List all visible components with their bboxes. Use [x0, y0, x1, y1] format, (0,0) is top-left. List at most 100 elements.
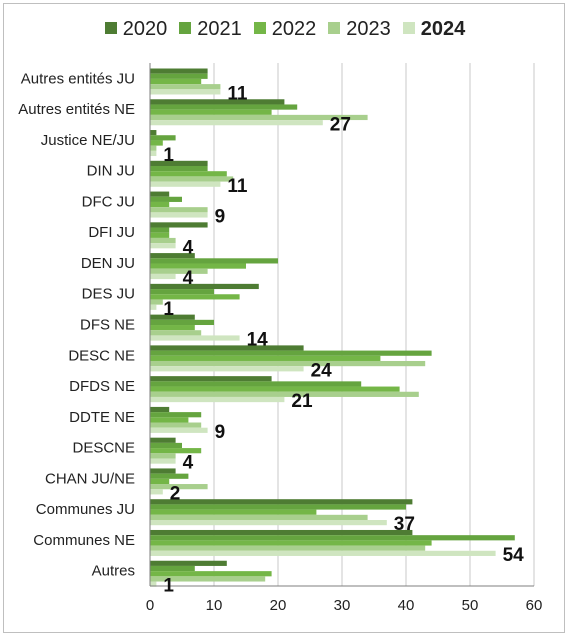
data-label-2024: 1	[163, 145, 174, 166]
legend-item-2022: 2022	[253, 18, 317, 41]
bar-2021-5	[150, 227, 170, 233]
bar-2022-15	[150, 540, 432, 546]
y-category-label: DFDS NE	[69, 378, 135, 395]
legend-swatch-2023	[328, 22, 341, 34]
bar-2022-11	[150, 417, 189, 423]
bar-2024-2	[150, 150, 157, 157]
bar-2024-0	[150, 89, 221, 95]
bar-2020-7	[150, 283, 259, 290]
bar-2024-9	[150, 366, 304, 372]
bar-2020-15	[150, 529, 413, 536]
bar-2020-2	[150, 130, 157, 136]
bar-2024-11	[150, 427, 208, 433]
legend-label-2024: 2024	[420, 18, 466, 40]
data-label-2024: 11	[227, 176, 248, 197]
bar-2020-11	[150, 406, 170, 413]
bar-2020-8	[150, 314, 195, 320]
bar-2024-12	[150, 458, 176, 464]
bar-2023-7	[150, 299, 163, 305]
data-label-2024: 27	[330, 114, 351, 135]
bar-2023-0	[150, 84, 221, 90]
bar-2023-6	[150, 268, 208, 274]
bar-2020-10	[150, 376, 272, 382]
x-tick-label-0: 0	[146, 597, 154, 614]
bar-2021-15	[150, 535, 515, 541]
y-category-label: DES JU	[82, 286, 135, 303]
bar-2020-16	[150, 560, 227, 566]
bar-2024-4	[150, 212, 208, 218]
bar-2022-9	[150, 355, 381, 361]
legend-swatch-2024	[402, 22, 415, 34]
bar-2024-16	[150, 581, 157, 587]
legend-swatch-2020	[104, 22, 117, 34]
bar-2021-13	[150, 473, 189, 479]
bar-2020-4	[150, 191, 170, 197]
bar-2021-4	[150, 196, 182, 202]
bar-2023-10	[150, 391, 419, 397]
y-category-label: DESC NE	[68, 347, 135, 364]
y-category-label: DESCNE	[72, 440, 135, 457]
data-label-2024: 1	[163, 299, 174, 320]
bar-2021-10	[150, 381, 362, 387]
y-category-label: Justice NE/JU	[41, 132, 135, 149]
bar-2024-1	[150, 120, 323, 126]
bar-2023-5	[150, 237, 176, 244]
x-tick-label-10: 10	[206, 597, 223, 614]
bar-2021-0	[150, 73, 208, 79]
bar-2024-6	[150, 273, 176, 280]
bar-2023-4	[150, 207, 208, 213]
bar-2022-8	[150, 325, 195, 331]
bar-2023-1	[150, 114, 368, 121]
bar-2021-7	[150, 289, 214, 295]
y-category-label: DFS NE	[80, 317, 135, 334]
legend-label-2020: 2020	[122, 18, 168, 40]
bar-2020-13	[150, 468, 176, 474]
bar-2023-3	[150, 176, 234, 182]
legend-item-2023: 2023	[328, 18, 391, 41]
bar-2023-8	[150, 330, 202, 336]
data-label-2024: 21	[291, 391, 313, 412]
bar-2021-6	[150, 258, 278, 264]
bar-2021-16	[150, 565, 195, 572]
bar-2021-2	[150, 135, 176, 141]
bar-2024-13	[150, 489, 163, 495]
data-label-2024: 4	[183, 268, 194, 289]
bar-2020-14	[150, 499, 413, 505]
bar-2021-3	[150, 165, 208, 172]
bar-2024-14	[150, 520, 387, 526]
y-category-label: Autres entités NE	[18, 101, 135, 118]
legend-swatch-2021	[179, 22, 192, 34]
y-category-label: DDTE NE	[69, 409, 135, 426]
bar-2021-8	[150, 319, 214, 326]
bar-2022-14	[150, 509, 317, 515]
legend-label-2023: 2023	[346, 18, 391, 40]
bar-2023-13	[150, 484, 208, 490]
bar-2021-12	[150, 442, 182, 449]
bar-2020-12	[150, 437, 176, 443]
x-tick-label-40: 40	[398, 597, 415, 614]
bar-2021-9	[150, 350, 432, 356]
y-category-label: DIN JU	[87, 163, 135, 180]
x-tick-label-20: 20	[270, 597, 287, 614]
legend-swatch-2022	[253, 22, 266, 34]
data-label-2024: 1	[163, 576, 174, 597]
chart-legend: 2020 2021 2022 2023 2024	[0, 18, 570, 41]
legend-label-2022: 2022	[271, 18, 317, 40]
bar-2023-9	[150, 360, 426, 367]
y-category-label: Autres	[92, 563, 135, 580]
data-label-2024: 4	[183, 453, 194, 474]
bar-2023-16	[150, 576, 266, 582]
data-label-2024: 9	[215, 207, 226, 228]
data-label-2024: 2	[170, 483, 181, 504]
bar-2023-14	[150, 514, 368, 521]
legend-item-2021: 2021	[179, 18, 242, 41]
data-label-2024: 11	[227, 84, 248, 105]
bar-2021-11	[150, 412, 202, 418]
bar-2022-1	[150, 109, 272, 115]
bar-2022-5	[150, 232, 170, 238]
bar-2022-4	[150, 201, 170, 208]
bar-2020-6	[150, 253, 195, 259]
bar-2023-11	[150, 422, 202, 428]
bar-2021-14	[150, 504, 406, 510]
